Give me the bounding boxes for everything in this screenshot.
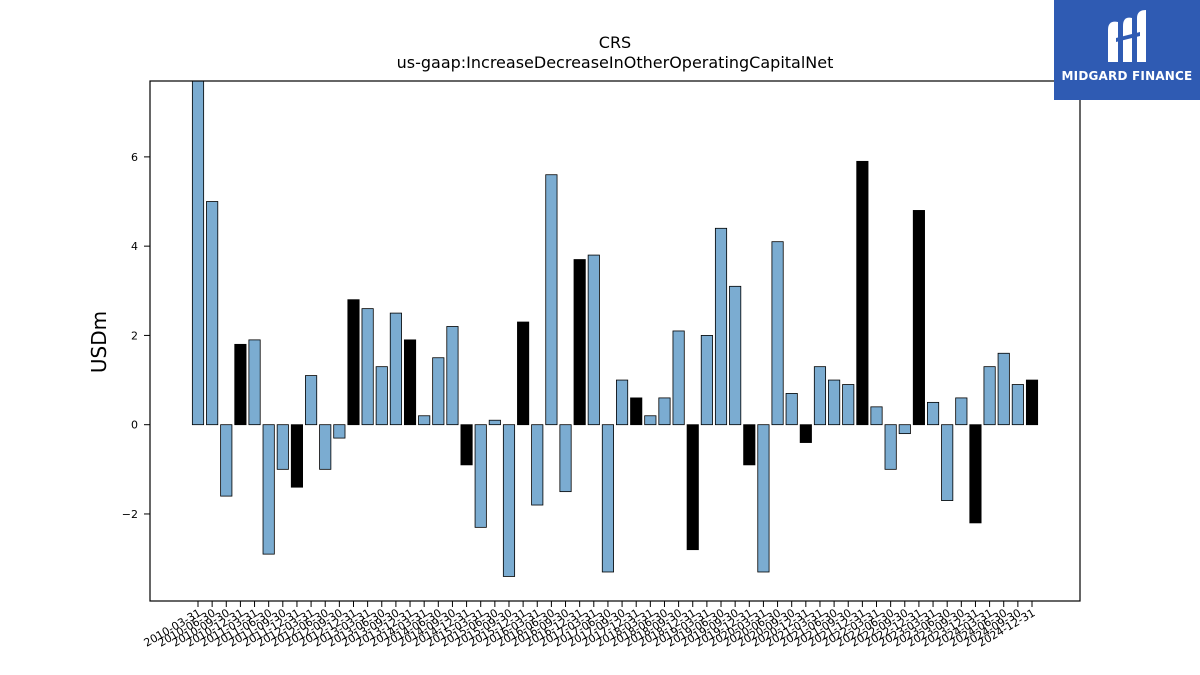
bar-2018-12-31	[686, 424, 699, 551]
bar-2023-03-31	[927, 401, 940, 426]
y-tick-label: 0	[131, 419, 138, 432]
bar-2021-09-30	[842, 384, 855, 426]
bar-2010-03-31	[191, 80, 205, 426]
bar-2015-06-30	[488, 419, 501, 426]
bar-2018-03-31	[644, 415, 657, 426]
y-tick-label: 4	[131, 240, 138, 253]
y-tick-label: 2	[131, 329, 138, 342]
bar-2022-06-30	[884, 424, 897, 470]
bar-2011-06-30	[262, 424, 275, 555]
bar-2010-09-30	[220, 424, 233, 497]
midgard-logo-icon	[1108, 10, 1146, 62]
bar-2011-03-31	[248, 339, 261, 426]
bar-2024-03-31	[983, 366, 996, 426]
bar-2020-12-31	[799, 424, 812, 443]
bar-2014-06-30	[432, 357, 445, 426]
bar-2012-06-30	[319, 424, 332, 470]
bar-2014-12-31	[460, 424, 473, 466]
bar-2020-03-31	[757, 424, 770, 573]
y-tick-label: 6	[131, 151, 138, 164]
bar-2019-12-31	[743, 424, 756, 466]
bar-2018-06-30	[658, 397, 671, 426]
y-tick-label: −2	[122, 508, 138, 521]
bar-2015-03-31	[474, 424, 487, 528]
bar-2016-12-31	[573, 259, 586, 426]
y-axis-label: USDm	[87, 311, 111, 373]
bar-2016-06-30	[545, 174, 558, 426]
bar-2016-09-30	[559, 424, 572, 493]
chart-subtitle: us-gaap:IncreaseDecreaseInOtherOperating…	[397, 53, 834, 72]
bar-2020-09-30	[785, 393, 798, 426]
bar-2021-12-31	[856, 160, 869, 426]
bar-2023-06-30	[941, 424, 954, 501]
bar-2013-03-31	[361, 308, 374, 426]
bar-2017-12-31	[630, 397, 643, 426]
bars	[191, 80, 1039, 577]
bar-2010-06-30	[206, 201, 219, 426]
bar-2010-12-31	[234, 343, 247, 426]
bar-2019-09-30	[729, 285, 742, 426]
bar-2021-03-31	[813, 366, 827, 426]
bar-2014-03-31	[418, 415, 431, 426]
bar-2012-03-31	[305, 375, 318, 426]
bar-2017-03-31	[587, 254, 600, 426]
bar-2015-09-30	[502, 424, 516, 577]
bar-2019-03-31	[700, 335, 713, 426]
bar-2019-06-30	[714, 227, 728, 426]
brand-logo: MIDGARD FINANCE	[1054, 0, 1200, 100]
bar-2024-09-30	[1011, 384, 1024, 426]
bar-2020-06-30	[771, 241, 784, 426]
chart-title: CRS	[599, 33, 631, 52]
x-axis-ticks: 2010-03-312010-06-302010-09-302010-12-31…	[142, 601, 1038, 650]
bar-2011-09-30	[276, 424, 289, 470]
bar-2022-09-30	[898, 424, 911, 435]
bar-2013-09-30	[389, 312, 402, 426]
bar-2021-06-30	[828, 379, 841, 426]
bar-2014-09-30	[446, 326, 459, 426]
bar-2022-03-31	[870, 406, 883, 426]
bar-2018-09-30	[672, 330, 685, 426]
bar-2015-12-31	[517, 321, 530, 426]
bar-2016-03-31	[531, 424, 544, 506]
bar-2012-09-30	[333, 424, 346, 439]
bar-2022-12-31	[912, 210, 925, 426]
bar-2012-12-31	[347, 299, 360, 426]
bar-2023-09-30	[955, 397, 968, 426]
bar-2024-12-31	[1025, 379, 1039, 426]
plot-frame	[149, 80, 1081, 602]
bar-2017-06-30	[601, 424, 614, 573]
bar-2013-06-30	[375, 366, 388, 426]
logo-text: MIDGARD FINANCE	[1061, 69, 1193, 83]
y-axis-ticks: −2 0 2 4 6	[122, 151, 150, 521]
bar-2024-06-30	[997, 352, 1010, 426]
bar-2011-12-31	[290, 424, 304, 488]
bar-2017-09-30	[616, 379, 629, 426]
bar-2023-12-31	[969, 424, 982, 524]
bar-2013-12-31	[403, 339, 417, 426]
